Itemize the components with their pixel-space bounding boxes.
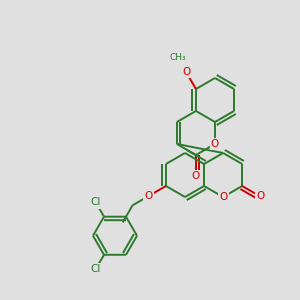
- Text: O: O: [182, 67, 190, 77]
- Text: O: O: [192, 171, 200, 181]
- Text: CH₃: CH₃: [169, 53, 186, 62]
- Text: O: O: [211, 139, 219, 149]
- Text: Cl: Cl: [91, 197, 101, 207]
- Text: O: O: [256, 191, 264, 202]
- Text: Cl: Cl: [91, 264, 101, 274]
- Text: O: O: [219, 192, 227, 202]
- Text: O: O: [145, 191, 153, 201]
